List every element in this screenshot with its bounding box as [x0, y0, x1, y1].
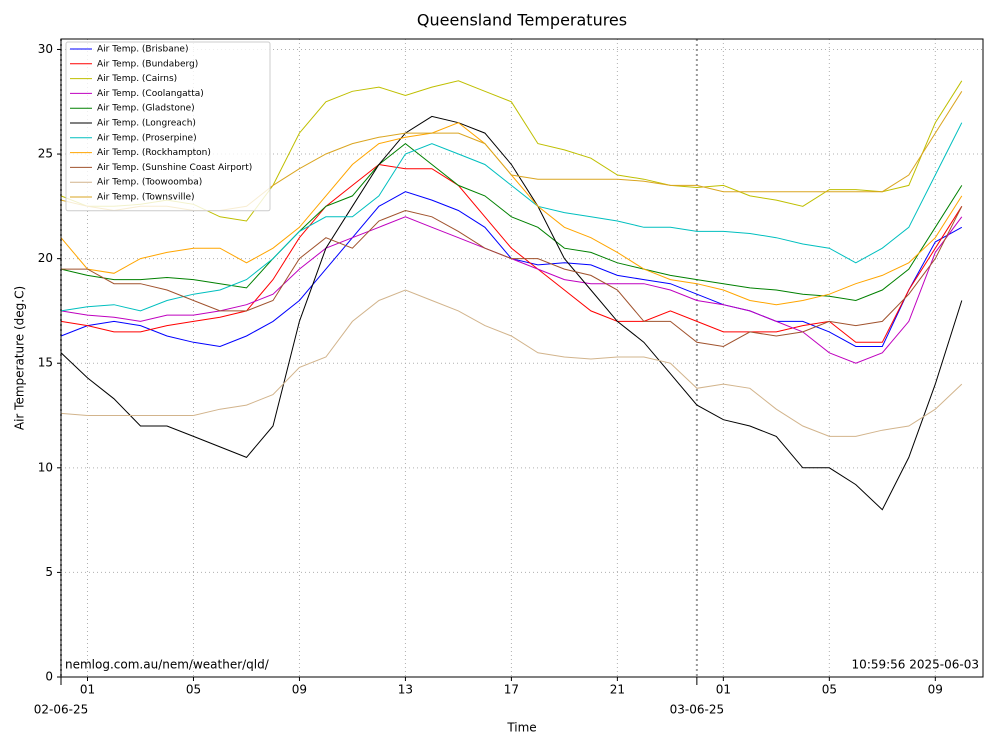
- x-tick-label: 05: [186, 683, 201, 697]
- legend-box: [65, 41, 271, 212]
- plot-frame: [60, 38, 984, 678]
- legend-label: Air Temp. (Brisbane): [97, 45, 188, 55]
- annotation: 10:59:56 2025-06-03: [852, 658, 979, 672]
- y-tick-label: 30: [38, 42, 53, 56]
- legend-label: Air Temp. (Toowoomba): [97, 178, 202, 188]
- x-axis-label: Time: [506, 721, 536, 735]
- y-tick-label: 0: [45, 670, 53, 684]
- legend-label: Air Temp. (Gladstone): [97, 104, 195, 114]
- series-line: [60, 80, 963, 222]
- x-date-label: 03-06-25: [670, 703, 724, 717]
- series-line: [60, 142, 963, 302]
- legend-label: Air Temp. (Townsville): [97, 193, 195, 203]
- x-date-label: 02-06-25: [34, 703, 88, 717]
- chart-title: Queensland Temperatures: [417, 11, 627, 30]
- y-axis-label: Air Temperature (deg.C): [13, 286, 27, 430]
- x-tick-label: 17: [504, 683, 519, 697]
- series-line: [60, 115, 963, 511]
- x-tick-label: 05: [822, 683, 837, 697]
- y-tick-label: 25: [38, 147, 53, 161]
- series-line: [60, 289, 963, 437]
- y-tick-label: 15: [38, 356, 53, 370]
- lines: [60, 80, 963, 511]
- legend-label: Air Temp. (Rockhampton): [97, 148, 211, 158]
- annotation: nemlog.com.au/nem/weather/qld/: [65, 658, 270, 672]
- legend-label: Air Temp. (Bundaberg): [97, 59, 198, 69]
- legend-label: Air Temp. (Longreach): [97, 119, 196, 129]
- x-tick-label: 09: [928, 683, 943, 697]
- y-tick-label: 10: [38, 460, 53, 474]
- legend-label: Air Temp. (Cairns): [97, 74, 177, 84]
- series-line: [61, 206, 963, 348]
- x-tick-label: 01: [716, 683, 731, 697]
- series-line: [60, 122, 963, 312]
- x-tick-label: 13: [398, 683, 413, 697]
- legend-label: Air Temp. (Proserpine): [97, 133, 197, 143]
- x-tick-label: 09: [292, 683, 307, 697]
- legend: Air Temp. (Brisbane) Air Temp. (Bundaberg…: [65, 41, 271, 212]
- y-tick-label: 5: [45, 565, 53, 579]
- x-tick-label: 01: [80, 683, 95, 697]
- legend-label: Air Temp. (Sunshine Coast Airport): [97, 163, 252, 173]
- legend-label: Air Temp. (Coolangatta): [97, 89, 204, 99]
- series-line: [60, 163, 963, 343]
- y-tick-label: 20: [38, 251, 53, 265]
- x-tick-label: 21: [610, 683, 625, 697]
